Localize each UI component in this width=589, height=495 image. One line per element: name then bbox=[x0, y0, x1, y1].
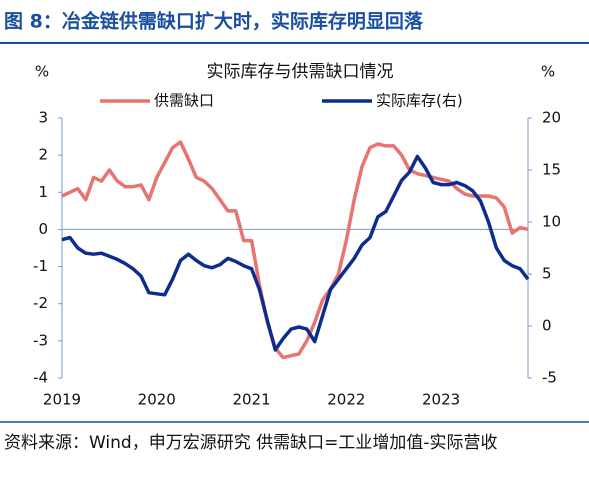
x-tick-label: 2020 bbox=[138, 391, 176, 409]
y-tick-label: 2 bbox=[38, 146, 48, 164]
y2-tick-label: 10 bbox=[542, 213, 561, 231]
header: 图 8：冶金链供需缺口扩大时，实际库存明显回落 bbox=[4, 10, 424, 33]
x-tick-label: 2019 bbox=[43, 391, 81, 409]
y2-unit: % bbox=[541, 63, 555, 81]
chart-title: 实际库存与供需缺口情况 bbox=[207, 62, 394, 82]
y-tick-label: -3 bbox=[33, 331, 48, 349]
y-tick-label: -4 bbox=[33, 369, 48, 387]
y-tick-label: 1 bbox=[38, 183, 48, 201]
source-note: 资料来源：Wind，申万宏源研究 供需缺口=工业增加值-实际营收 bbox=[4, 433, 498, 453]
chart: 图 8：冶金链供需缺口扩大时，实际库存明显回落 实际库存与供需缺口情况 % % … bbox=[0, 10, 589, 423]
x-tick-label: 2023 bbox=[422, 391, 460, 409]
y-tick-label: -2 bbox=[33, 294, 48, 312]
y2-tick-label: 15 bbox=[542, 161, 561, 179]
y2-tick-label: 20 bbox=[542, 109, 561, 127]
y-tick-label: 3 bbox=[38, 109, 48, 127]
y2-tick-label: 5 bbox=[542, 265, 552, 283]
y-tick-label: 0 bbox=[38, 220, 48, 238]
series-line bbox=[61, 140, 529, 360]
x-tick-label: 2021 bbox=[232, 391, 270, 409]
legend-label: 供需缺口 bbox=[154, 92, 214, 110]
y2-tick-label: -5 bbox=[542, 369, 557, 387]
y-tick-label: -1 bbox=[33, 257, 48, 275]
y-unit: % bbox=[35, 63, 49, 81]
y2-tick-label: 0 bbox=[542, 317, 552, 335]
legend-label: 实际库存(右) bbox=[376, 92, 463, 110]
x-tick-label: 2022 bbox=[327, 391, 365, 409]
series-line bbox=[61, 154, 530, 352]
